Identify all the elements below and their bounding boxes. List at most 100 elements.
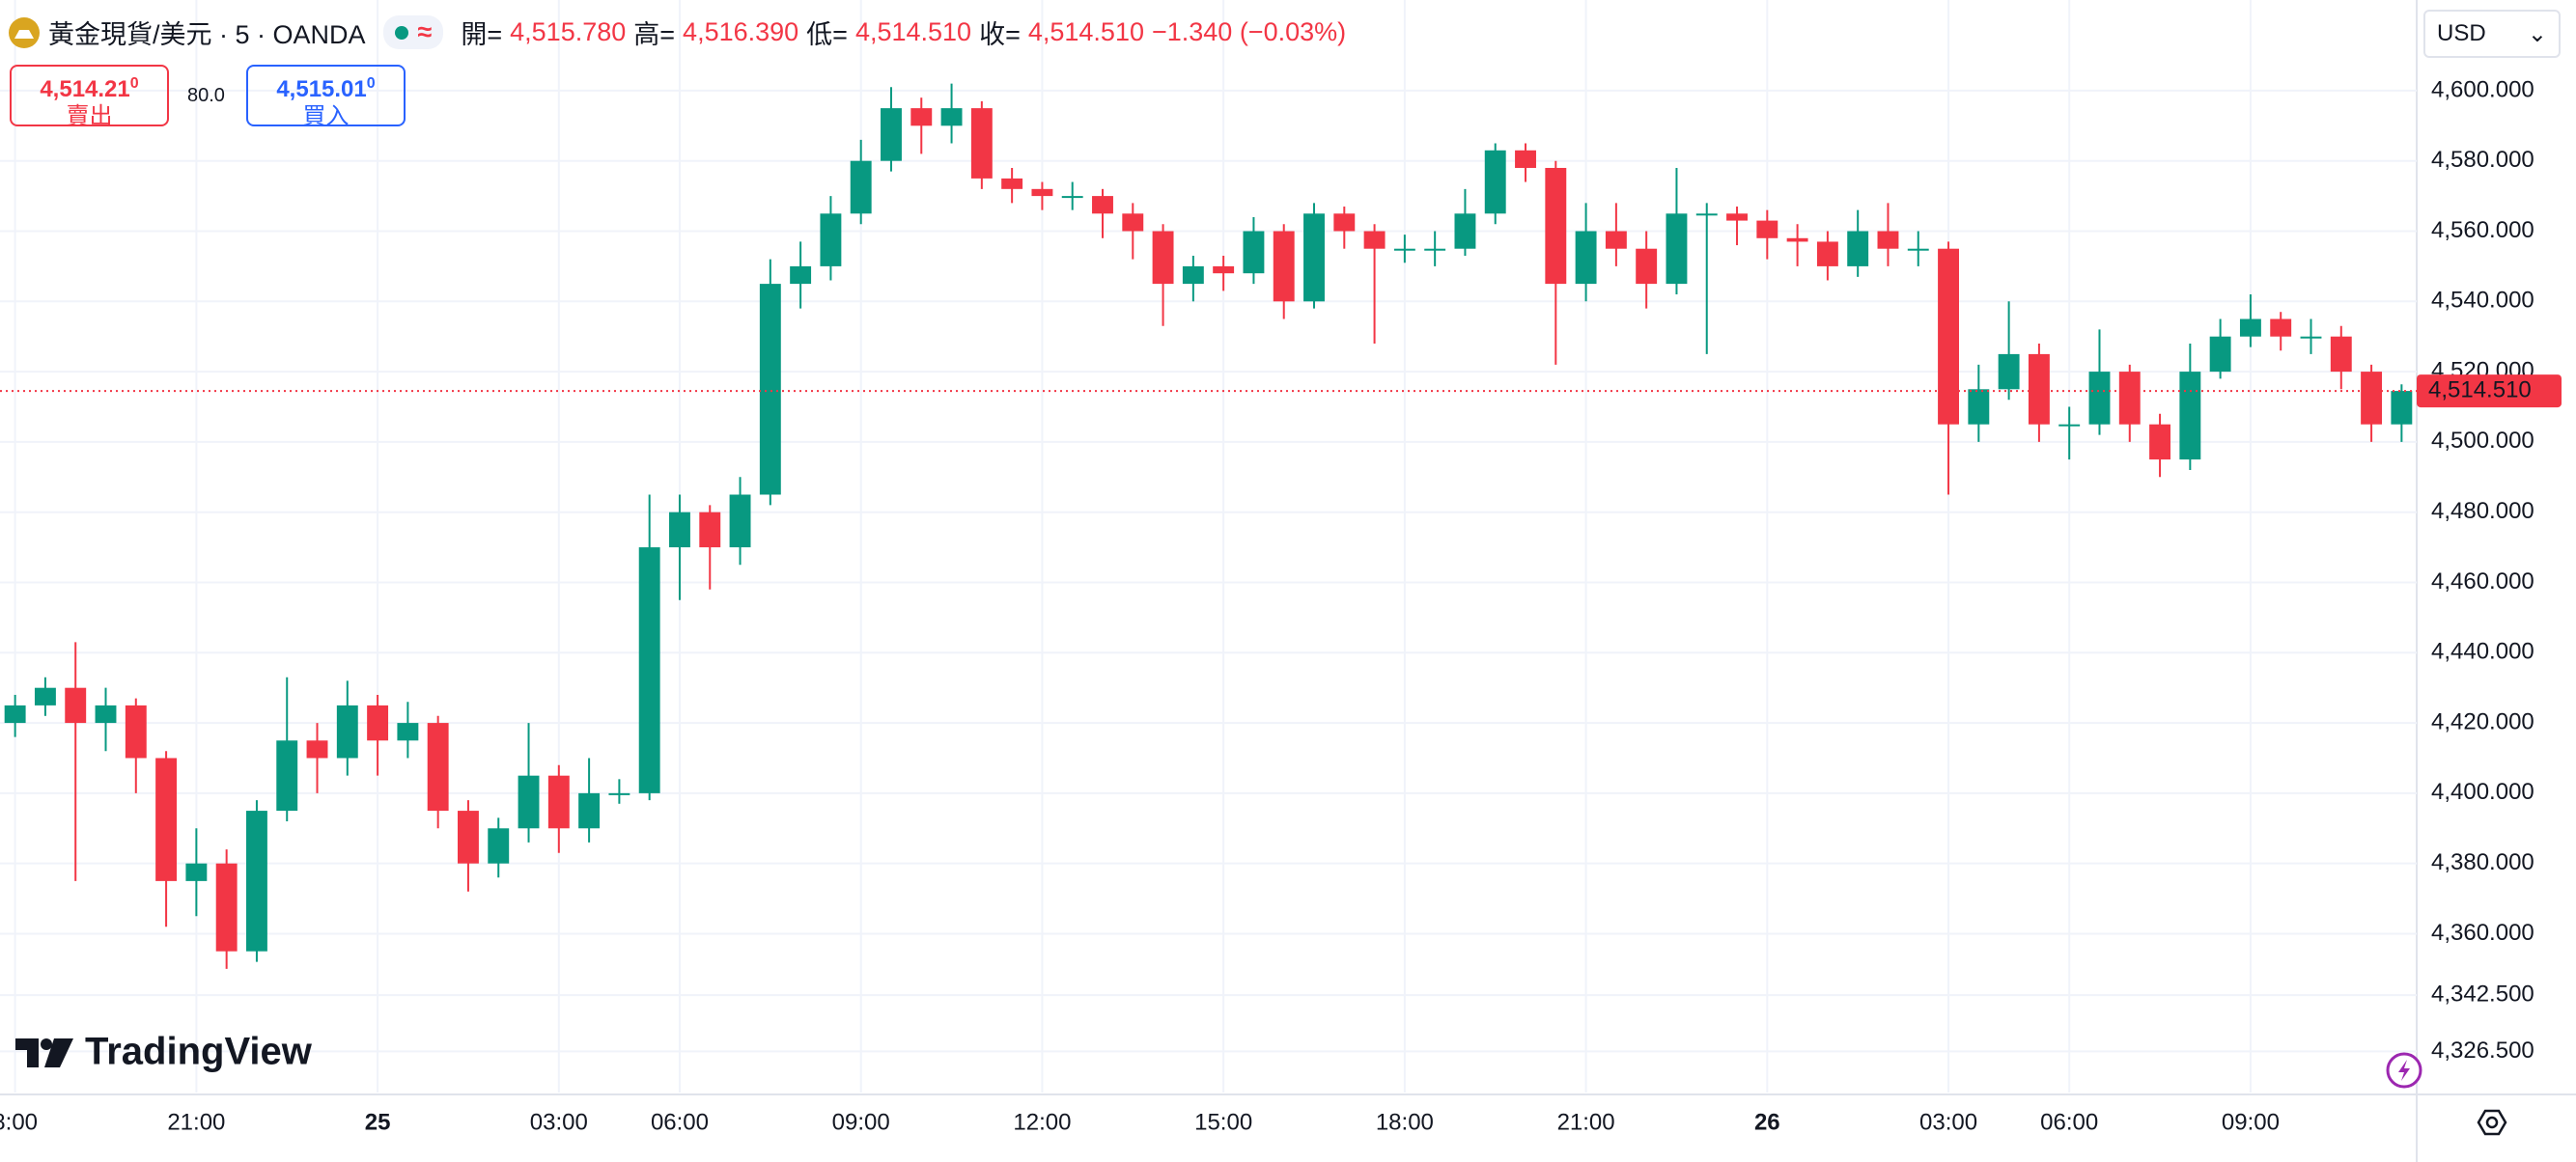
- candle-body: [1576, 232, 1597, 285]
- candle-body: [155, 758, 177, 880]
- trading-chart-page: 4,326.5004,342.5004,360.0004,380.0004,40…: [0, 0, 2576, 1162]
- candle-body: [1485, 151, 1506, 214]
- x-tick-label: 8:00: [0, 1109, 38, 1135]
- candle-body: [2179, 372, 2200, 459]
- buy-price-main[interactable]: 4,515.01: [276, 76, 366, 102]
- high-label: 高=: [633, 14, 675, 51]
- low-label: 低=: [806, 14, 848, 51]
- candle-body: [35, 688, 56, 706]
- candle-body: [1364, 232, 1386, 249]
- candle-body: [1636, 249, 1657, 284]
- plot-area: [0, 84, 2417, 969]
- candle-body: [367, 706, 388, 740]
- candle-body: [548, 776, 570, 829]
- candle-body: [1001, 179, 1022, 189]
- y-tick-label: 4,380.000: [2431, 849, 2534, 875]
- candle-body: [760, 284, 781, 494]
- grid: [0, 0, 2417, 1093]
- candle-body: [2119, 372, 2141, 425]
- currency[interactable]: USD: [2437, 20, 2486, 47]
- y-tick-label: 4,540.000: [2431, 288, 2534, 314]
- high-value: 4,516.390: [683, 17, 798, 47]
- candle-body: [1817, 241, 1838, 265]
- x-tick-label: 18:00: [1376, 1109, 1434, 1135]
- candle-body: [5, 706, 26, 723]
- settings-icon[interactable]: [2478, 1111, 2506, 1134]
- settings-dot[interactable]: [2487, 1118, 2497, 1127]
- candle-body: [2331, 337, 2352, 372]
- status-pill[interactable]: ≈: [383, 15, 444, 49]
- close-value: 4,514.510: [1028, 17, 1144, 47]
- candle-body: [1303, 213, 1325, 301]
- candle-body: [518, 776, 540, 829]
- candle-body: [1666, 213, 1688, 284]
- change: −1.340 (−0.03%): [1152, 17, 1346, 47]
- candle-body: [1062, 196, 1083, 198]
- settings-hex[interactable]: [2478, 1111, 2506, 1134]
- dropdown-caret[interactable]: ⌄: [2528, 20, 2547, 48]
- brand-name: TradingView: [85, 1031, 313, 1073]
- candle-body: [1999, 354, 2020, 389]
- candle-body: [2361, 372, 2382, 425]
- sell-price[interactable]: 4,514.210: [12, 70, 167, 103]
- candle-body: [458, 811, 479, 864]
- candle-body: [2149, 425, 2170, 459]
- candle-body: [488, 828, 509, 863]
- close-label: 收=: [979, 14, 1021, 51]
- sell-price-main[interactable]: 4,514.21: [40, 76, 129, 102]
- candle-body: [730, 494, 751, 547]
- y-tick-label: 4,400.000: [2431, 779, 2534, 805]
- candle-body: [2240, 319, 2261, 337]
- sell-label[interactable]: 賣出: [12, 103, 167, 130]
- spread: 80.0: [187, 85, 225, 107]
- candle-body: [1454, 213, 1475, 248]
- candle-body: [1092, 196, 1113, 213]
- buy-label[interactable]: 買入: [248, 103, 404, 130]
- lightning-icon[interactable]: [2388, 1054, 2421, 1087]
- sell-button[interactable]: 4,514.210 賣出: [10, 65, 169, 126]
- candle-body: [639, 547, 660, 793]
- candle-body: [126, 706, 147, 759]
- y-tick-label: 4,560.000: [2431, 217, 2534, 243]
- candle-body: [1938, 249, 1959, 425]
- candle-body: [397, 723, 418, 740]
- candle-body: [65, 688, 86, 723]
- candle-body: [1787, 238, 1808, 242]
- buy-price-last[interactable]: 0: [367, 75, 376, 92]
- x-tick-label: 21:00: [167, 1109, 225, 1135]
- y-tick-label: 4,420.000: [2431, 708, 2534, 734]
- candle-body: [1756, 221, 1778, 238]
- candle-body: [1908, 249, 1929, 251]
- candle-body: [2210, 337, 2231, 372]
- candle-body: [1545, 168, 1566, 284]
- candle-body: [790, 266, 811, 284]
- candle-body: [246, 811, 267, 952]
- y-tick-label: 4,326.500: [2431, 1038, 2534, 1064]
- currency-select[interactable]: USD ⌄: [2423, 10, 2561, 58]
- candle-body: [1394, 249, 1415, 251]
- logo-mark-t: [15, 1038, 39, 1067]
- buy-button[interactable]: 4,515.010 買入: [246, 65, 406, 126]
- candle-body: [96, 706, 117, 723]
- candle-body: [1213, 266, 1234, 273]
- candle-body: [1968, 389, 1989, 424]
- symbol[interactable]: 黃金現貨/美元 · 5 · OANDA: [48, 14, 366, 51]
- candle-body: [851, 161, 872, 214]
- candle-body: [2391, 391, 2412, 425]
- open-label: 開=: [461, 14, 502, 51]
- sell-price-last[interactable]: 0: [130, 75, 139, 92]
- buy-price[interactable]: 4,515.010: [248, 70, 404, 103]
- candle-body: [1274, 232, 1295, 302]
- y-tick-label: 4,460.000: [2431, 568, 2534, 595]
- candle-body: [1183, 266, 1204, 284]
- y-tick-label: 4,360.000: [2431, 920, 2534, 946]
- last-price-label: 4,514.510: [2428, 376, 2532, 402]
- y-tick-label: 4,440.000: [2431, 639, 2534, 665]
- x-tick-label: 15:00: [1194, 1109, 1252, 1135]
- candle-body: [669, 512, 690, 547]
- candle-body: [971, 108, 993, 179]
- candle-body: [910, 108, 932, 125]
- chart: 4,326.5004,342.5004,360.0004,380.0004,40…: [0, 0, 2576, 1162]
- candle-body: [1515, 151, 1536, 168]
- candle-body: [578, 793, 600, 828]
